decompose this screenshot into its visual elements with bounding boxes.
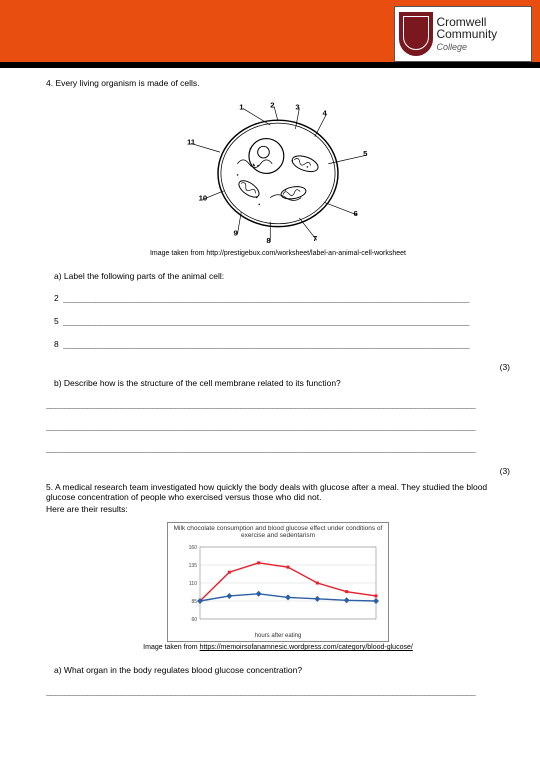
q4b-line1[interactable]: ________________________________________… xyxy=(46,400,510,410)
q5-intro: 5. A medical research team investigated … xyxy=(46,482,510,502)
svg-text:2: 2 xyxy=(270,101,274,110)
header-bar: Cromwell Community College xyxy=(0,0,540,68)
svg-text:3: 3 xyxy=(295,103,300,112)
svg-text:7: 7 xyxy=(313,234,317,243)
q4b-line3[interactable]: ________________________________________… xyxy=(46,444,510,454)
svg-text:4: 4 xyxy=(323,108,328,117)
svg-text:135: 135 xyxy=(189,563,198,569)
chart-plot: 60 85 110 135 160 xyxy=(172,541,384,633)
answer-line-8[interactable]: 8 ______________________________________… xyxy=(54,339,510,350)
svg-text:9: 9 xyxy=(233,228,238,237)
chart-xlabel: hours after eating xyxy=(172,633,384,639)
crest-icon xyxy=(399,12,433,56)
svg-text:6: 6 xyxy=(353,209,358,218)
logo-text: Cromwell Community College xyxy=(436,16,527,52)
glucose-chart: Milk chocolate consumption and blood glu… xyxy=(167,522,389,642)
svg-text:8: 8 xyxy=(266,236,271,245)
svg-text:1: 1 xyxy=(239,103,244,112)
svg-text:11: 11 xyxy=(187,137,196,146)
chart-caption: Image taken from https://memoirsofanamne… xyxy=(46,644,510,651)
q5a-line1[interactable]: ________________________________________… xyxy=(46,687,510,697)
q4b-line2[interactable]: ________________________________________… xyxy=(46,422,510,432)
cell-diagram-container: 1 2 3 4 5 6 7 8 9 10 11 xyxy=(46,96,510,246)
answer-line-5[interactable]: 5 ______________________________________… xyxy=(54,316,510,327)
cell-diagram-caption: Image taken from http://prestigebux.com/… xyxy=(46,250,510,257)
q4b-marks: (3) xyxy=(46,466,510,476)
q4a-text: a) Label the following parts of the anim… xyxy=(54,271,510,281)
svg-text:5: 5 xyxy=(363,149,368,158)
school-logo: Cromwell Community College xyxy=(394,6,532,62)
q4-heading: 4. Every living organism is made of cell… xyxy=(46,78,510,88)
q4b-text: b) Describe how is the structure of the … xyxy=(54,378,510,388)
q5a-text: a) What organ in the body regulates bloo… xyxy=(54,665,510,675)
svg-text:60: 60 xyxy=(191,617,197,623)
svg-text:160: 160 xyxy=(189,545,198,551)
svg-text:85: 85 xyxy=(191,599,197,605)
header-underline xyxy=(0,62,540,68)
answer-line-2[interactable]: 2 ______________________________________… xyxy=(54,293,510,304)
svg-text:10: 10 xyxy=(199,194,208,203)
q4a-marks: (3) xyxy=(54,362,510,372)
svg-text:110: 110 xyxy=(189,581,197,587)
chart-source-link[interactable]: https://memoirsofanamnesic.wordpress.com… xyxy=(200,644,413,651)
logo-line2: Community College xyxy=(436,28,527,52)
q5-intro2: Here are their results: xyxy=(46,504,510,514)
chart-title: Milk chocolate consumption and blood glu… xyxy=(172,525,384,539)
chart-container: Milk chocolate consumption and blood glu… xyxy=(46,522,510,642)
cell-diagram: 1 2 3 4 5 6 7 8 9 10 11 xyxy=(178,96,378,246)
page-content: 4. Every living organism is made of cell… xyxy=(0,68,540,697)
